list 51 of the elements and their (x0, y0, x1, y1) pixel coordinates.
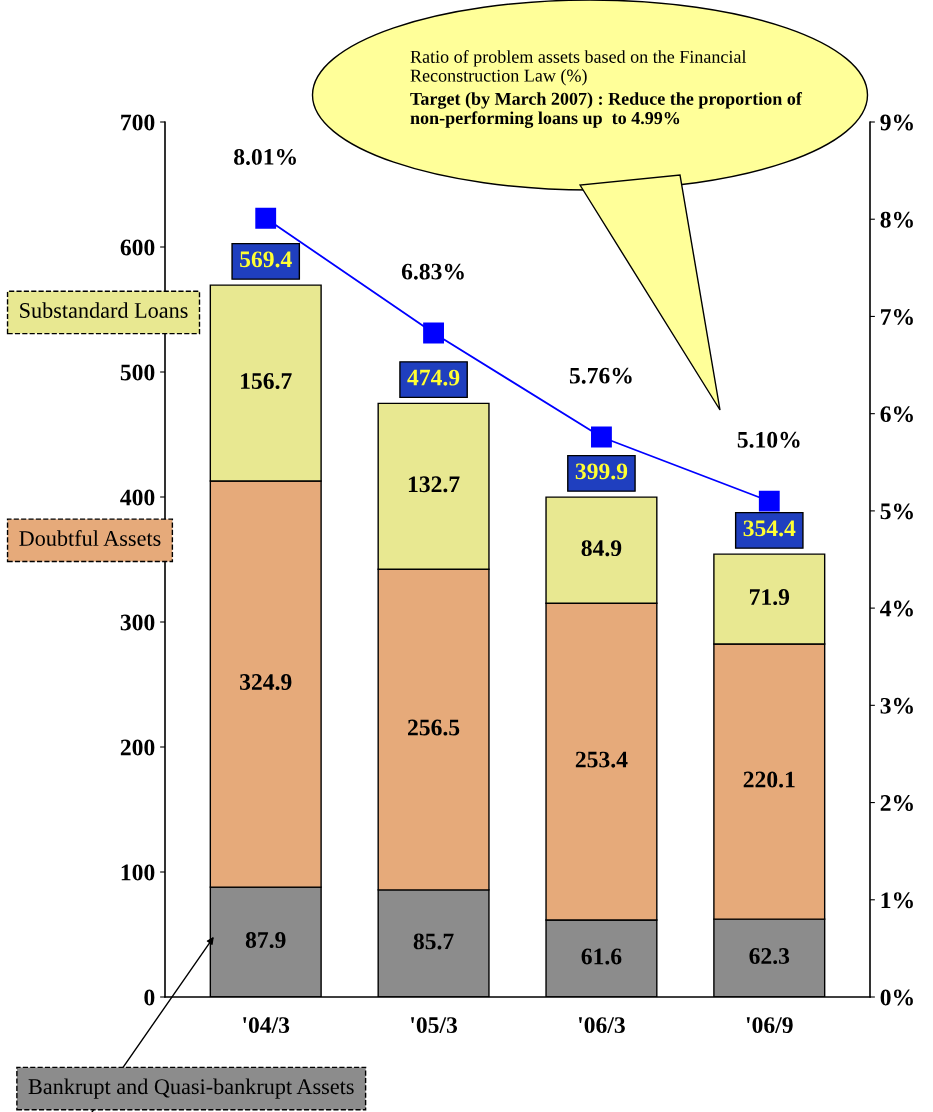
y2-tick-label: 6% (880, 406, 913, 423)
data-label: 85.7 (413, 933, 454, 950)
y-tick-label: 500 (120, 364, 155, 381)
y-tick-label: 600 (120, 239, 155, 256)
total-label: 354.4 (743, 520, 796, 537)
data-label: 71.9 (749, 589, 790, 606)
x-tick-label: '05/3 (411, 1017, 458, 1034)
data-label: 132.7 (408, 476, 460, 493)
data-label: 5.10% (737, 431, 800, 448)
total-label: 569.4 (240, 251, 292, 268)
point (758, 490, 780, 512)
data-label: 8.01% (234, 148, 296, 165)
point (591, 426, 612, 448)
y-tick-label: 400 (120, 489, 155, 506)
series-label: Substandard Loans (20, 302, 188, 318)
data-label: 5.76% (569, 367, 632, 384)
data-label: 62.3 (749, 948, 790, 965)
text: Bankrupt and Quasi-bankrupt Assets (28, 1078, 354, 1099)
y2-tick-label: 8% (880, 211, 913, 228)
data-label: 87.9 (245, 932, 286, 949)
y2-tick-label: 5% (880, 503, 913, 520)
text: Ratio of problem assets based on the Financial Reconstruction Law (%) (410, 50, 747, 86)
annotation: Target (by March 2007) : Reduce the proportion of non-performing loans up to 4.99% (410, 92, 803, 128)
y2-tick-label: 4% (880, 600, 913, 617)
text: Doubtful Assets (19, 530, 161, 546)
y-tick-label: 100 (121, 864, 155, 881)
y2-tick-label: 0% (880, 989, 913, 1006)
total-label: 399.9 (575, 463, 628, 480)
x-tick-label: '06/3 (578, 1017, 625, 1034)
x-tick-label: '04/3 (243, 1017, 290, 1034)
y2-tick-label: 3% (880, 697, 913, 714)
data-label: 6.83% (401, 263, 464, 280)
y2-tick-label: 7% (881, 308, 913, 325)
data-label: 156.7 (241, 373, 292, 390)
y-tick-label: 200 (120, 739, 155, 756)
x-tick-label: '06/9 (746, 1017, 793, 1034)
data-label: 253.4 (575, 751, 628, 768)
y-tick-label: 700 (121, 114, 155, 131)
y-tick-label: 0 (144, 989, 155, 1006)
data-label: 220.1 (743, 771, 795, 788)
y-tick-label: 300 (120, 614, 155, 631)
point (423, 322, 444, 344)
total-label: 474.9 (407, 369, 460, 386)
data-label: 256.5 (408, 719, 460, 736)
data-label: 84.9 (581, 540, 622, 557)
y2-tick-label: 1% (881, 892, 913, 909)
point (255, 207, 277, 229)
data-label: 324.9 (240, 674, 292, 691)
y2-tick-label: 9% (880, 114, 913, 131)
y2-tick-label: 2% (880, 795, 913, 812)
data-label: 61.6 (581, 948, 622, 965)
